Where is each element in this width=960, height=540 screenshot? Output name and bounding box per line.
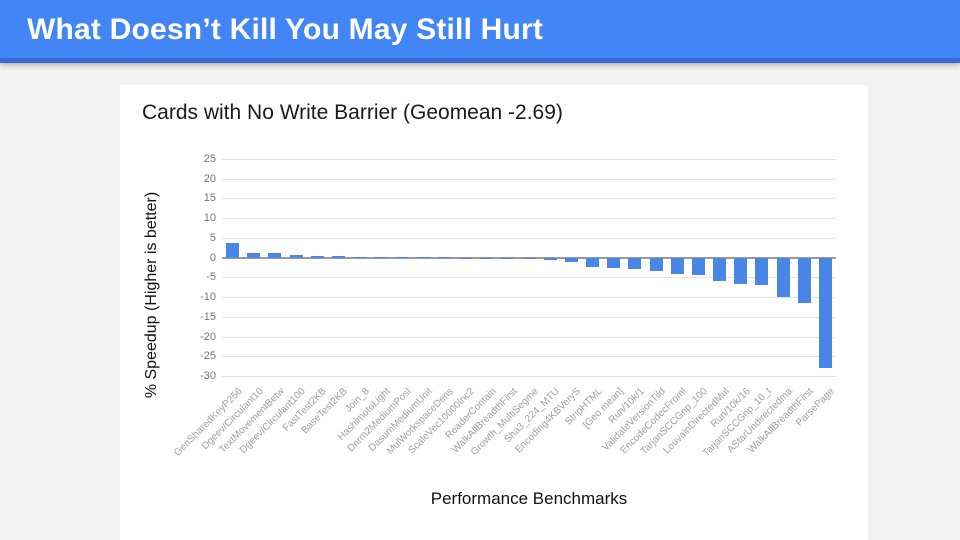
bar-AStarUndirectedma bbox=[776, 257, 790, 298]
y-tick-label: 5 bbox=[209, 231, 216, 244]
x-axis-title: Performance Benchmarks bbox=[430, 489, 628, 508]
slide-title: What Doesn’t Kill You May Still Hurt bbox=[27, 13, 544, 46]
y-tick-label: 15 bbox=[203, 192, 216, 205]
gridline bbox=[222, 198, 836, 200]
gridline bbox=[222, 356, 836, 358]
bar-WalkAllBreadthFirst bbox=[797, 257, 811, 304]
gridline bbox=[222, 336, 836, 338]
gridline bbox=[222, 376, 836, 377]
bar-LouvainDirectedMul bbox=[713, 257, 727, 281]
bar-StripHTML bbox=[586, 257, 600, 268]
bar-DasumMediumUnit bbox=[416, 257, 430, 258]
chart-card: Cards with No Write Barrier (Geomean -2.… bbox=[120, 85, 868, 540]
bar-ParsePage bbox=[818, 257, 832, 369]
plot-area: 25 20 15 10 5 0 -5 -10 -15 -20 -25 -30 GenSharedKeyP… bbox=[172, 153, 837, 459]
bar-Dgeev/Circulant100 bbox=[289, 254, 303, 258]
slide-header: What Doesn’t Kill You May Still Hurt bbox=[0, 0, 960, 63]
bar-FastTest2KB bbox=[310, 256, 324, 258]
bar-HashimotoLight bbox=[374, 256, 388, 258]
bar-Run/10k/16 bbox=[734, 257, 748, 285]
bar-WalkAllBreadthFirst bbox=[501, 257, 515, 259]
y-tick-label: -30 bbox=[200, 370, 216, 382]
gridline bbox=[222, 218, 836, 220]
y-tick-label: 20 bbox=[203, 172, 216, 185]
bar-Sha3_224_MTU bbox=[543, 257, 557, 260]
bar-EncodeCodecFroml bbox=[670, 257, 684, 275]
y-tick-label: 25 bbox=[203, 153, 216, 165]
bar-Join_8 bbox=[353, 256, 367, 258]
y-tick-label: -5 bbox=[206, 271, 216, 284]
bar-TextMovementBetw bbox=[268, 253, 282, 258]
bar-Dgeev/Circulant10 bbox=[247, 252, 261, 258]
gridline bbox=[222, 237, 836, 239]
bar-ReaderContain bbox=[480, 257, 494, 259]
bar-Encoding4KBVeryS bbox=[564, 257, 578, 262]
bar-GenSharedKeyP256 bbox=[226, 243, 240, 258]
bar-Dnrm2MediumPosI bbox=[395, 257, 409, 258]
gridline bbox=[222, 316, 836, 318]
bar-ScaleVec10000Inc2 bbox=[458, 257, 472, 259]
y-axis-title: % Speedup (Higher is better) bbox=[143, 191, 160, 399]
bar-TarjanSCCGnp_100 bbox=[691, 257, 705, 275]
bar-BaseTest2KB bbox=[331, 256, 345, 258]
y-tick-label: -10 bbox=[200, 291, 216, 304]
y-tick-label: -25 bbox=[200, 350, 216, 363]
bar-[Geo mean] bbox=[607, 257, 621, 269]
chart-title: Cards with No Write Barrier (Geomean -2.… bbox=[142, 101, 563, 124]
y-tick-label: 0 bbox=[209, 251, 216, 264]
gridline bbox=[222, 178, 836, 180]
bar-Growth_MultiSegme bbox=[522, 257, 536, 259]
bar-Run/10k/1 bbox=[628, 257, 642, 269]
gridline bbox=[222, 159, 836, 160]
bar-ValidateVersionTild bbox=[649, 257, 663, 272]
bar-MulWorkspaceDens bbox=[437, 257, 451, 258]
y-tick-label: 10 bbox=[203, 212, 216, 225]
y-tick-label: -20 bbox=[200, 330, 216, 343]
bar-TarjanSCCGnp_10_t bbox=[755, 257, 769, 285]
gridline bbox=[222, 297, 836, 299]
y-tick-label: -15 bbox=[200, 310, 216, 323]
gridline bbox=[222, 277, 836, 279]
